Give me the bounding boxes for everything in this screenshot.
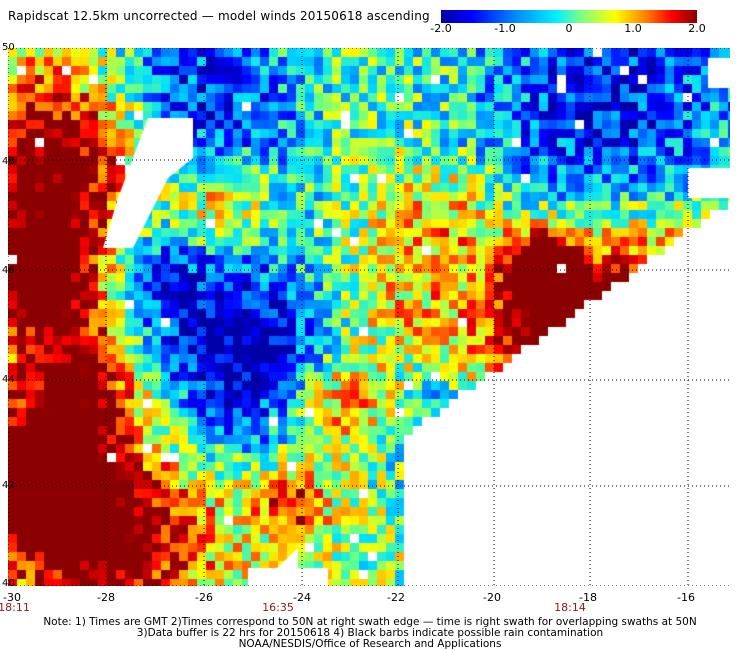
colorbar-label: 0 [565,22,573,35]
lat-tick: 50 [2,42,15,53]
footnote-line: NOAA/NESDIS/Office of Research and Appli… [238,638,502,650]
lat-tick: 42 [2,480,15,491]
colorbar-label: -1.0 [494,22,516,35]
footnote-line: Note: 1) Times are GMT 2)Times correspon… [43,616,697,628]
colorbar-label: 2.0 [688,22,706,35]
lon-tick: -24 [293,591,311,604]
wind-difference-map [8,48,730,586]
lat-tick: 40 [2,578,15,589]
pass-time: 16:35 [262,601,294,614]
map-title: Rapidscat 12.5km uncorrected — model win… [8,9,430,23]
colorbar-label: 1.0 [624,22,642,35]
lon-tick: -26 [195,591,213,604]
colorbar [441,10,697,23]
lon-tick: -22 [387,591,405,604]
lon-tick: -28 [97,591,115,604]
lon-tick: -18 [579,591,597,604]
lat-tick: 44 [2,374,15,385]
lat-tick: 48 [2,156,15,167]
footnote-line: 3)Data buffer is 22 hrs for 20150618 4) … [136,627,604,639]
lon-tick: -30 [3,591,21,604]
pass-time: 18:14 [554,601,586,614]
graticule [8,48,730,586]
lon-tick: -16 [677,591,695,604]
lat-tick: 46 [2,265,15,276]
lon-tick: -20 [483,591,501,604]
colorbar-label: -2.0 [430,22,452,35]
pass-time: 18:11 [0,601,30,614]
